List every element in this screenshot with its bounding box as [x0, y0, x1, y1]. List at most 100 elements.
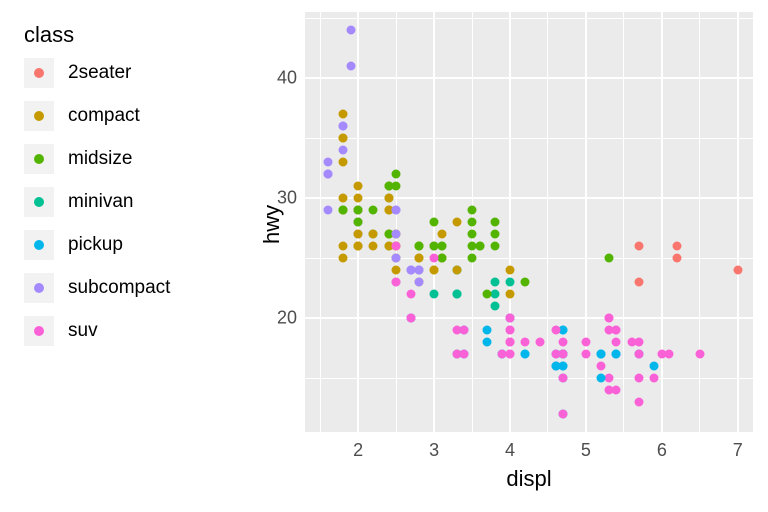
data-point — [559, 338, 568, 347]
legend-dot-icon — [34, 240, 44, 250]
data-point — [392, 254, 401, 263]
data-point — [559, 350, 568, 359]
data-point — [430, 266, 439, 275]
data-point — [430, 290, 439, 299]
data-point — [604, 314, 613, 323]
x-tick-label: 6 — [657, 440, 667, 461]
data-point — [323, 206, 332, 215]
legend-dot-icon — [34, 111, 44, 121]
legend-dot-icon — [34, 68, 44, 78]
grid-major-y — [305, 197, 753, 199]
data-point — [597, 350, 606, 359]
x-tick-label: 4 — [505, 440, 515, 461]
data-point — [597, 374, 606, 383]
data-point — [338, 134, 347, 143]
legend-label: 2seater — [68, 62, 131, 84]
data-point — [392, 170, 401, 179]
data-point — [384, 194, 393, 203]
grid-minor-x — [547, 12, 548, 432]
data-point — [468, 206, 477, 215]
data-point — [338, 110, 347, 119]
data-point — [635, 350, 644, 359]
data-point — [521, 338, 530, 347]
legend-item: suv — [24, 316, 98, 346]
data-point — [452, 218, 461, 227]
data-point — [338, 242, 347, 251]
grid-minor-y — [305, 378, 753, 379]
y-axis-title: hwy — [259, 205, 285, 244]
data-point — [384, 182, 393, 191]
data-point — [635, 398, 644, 407]
data-point — [490, 230, 499, 239]
data-point — [506, 314, 515, 323]
data-point — [551, 326, 560, 335]
data-point — [354, 218, 363, 227]
data-point — [506, 278, 515, 287]
data-point — [506, 266, 515, 275]
data-point — [695, 350, 704, 359]
legend-swatch — [24, 230, 54, 260]
legend-item: subcompact — [24, 273, 170, 303]
data-point — [338, 206, 347, 215]
data-point — [536, 338, 545, 347]
data-point — [627, 338, 636, 347]
legend-title: class — [24, 22, 74, 48]
data-point — [673, 242, 682, 251]
data-point — [635, 374, 644, 383]
data-point — [392, 242, 401, 251]
data-point — [437, 230, 446, 239]
data-point — [338, 146, 347, 155]
data-point — [430, 254, 439, 263]
data-point — [430, 218, 439, 227]
data-point — [452, 266, 461, 275]
data-point — [551, 362, 560, 371]
y-tick-label: 20 — [277, 308, 297, 329]
data-point — [452, 290, 461, 299]
data-point — [468, 218, 477, 227]
legend-swatch — [24, 273, 54, 303]
data-point — [559, 374, 568, 383]
data-point — [323, 170, 332, 179]
data-point — [506, 326, 515, 335]
x-tick-label: 7 — [733, 440, 743, 461]
legend-dot-icon — [34, 154, 44, 164]
data-point — [338, 254, 347, 263]
data-point — [414, 278, 423, 287]
data-point — [392, 206, 401, 215]
legend-label: compact — [68, 105, 140, 127]
data-point — [430, 242, 439, 251]
data-point — [354, 206, 363, 215]
data-point — [354, 182, 363, 191]
data-point — [673, 254, 682, 263]
grid-minor-y — [305, 138, 753, 139]
legend-dot-icon — [34, 326, 44, 336]
data-point — [414, 266, 423, 275]
data-point — [581, 350, 590, 359]
grid-major-x — [737, 12, 739, 432]
data-point — [354, 230, 363, 239]
data-point — [612, 338, 621, 347]
data-point — [392, 230, 401, 239]
data-point — [635, 278, 644, 287]
legend-swatch — [24, 144, 54, 174]
data-point — [483, 338, 492, 347]
data-point — [392, 266, 401, 275]
data-point — [635, 242, 644, 251]
legend-swatch — [24, 316, 54, 346]
data-point — [506, 290, 515, 299]
data-point — [490, 278, 499, 287]
data-point — [650, 362, 659, 371]
y-tick-label: 40 — [277, 68, 297, 89]
legend-swatch — [24, 101, 54, 131]
legend-swatch — [24, 58, 54, 88]
data-point — [338, 122, 347, 131]
legend-item: midsize — [24, 144, 132, 174]
legend-item: minivan — [24, 187, 133, 217]
grid-major-x — [585, 12, 587, 432]
x-axis-title: displ — [506, 466, 551, 492]
data-point — [612, 386, 621, 395]
data-point — [612, 350, 621, 359]
data-point — [354, 242, 363, 251]
data-point — [338, 194, 347, 203]
data-point — [460, 326, 469, 335]
